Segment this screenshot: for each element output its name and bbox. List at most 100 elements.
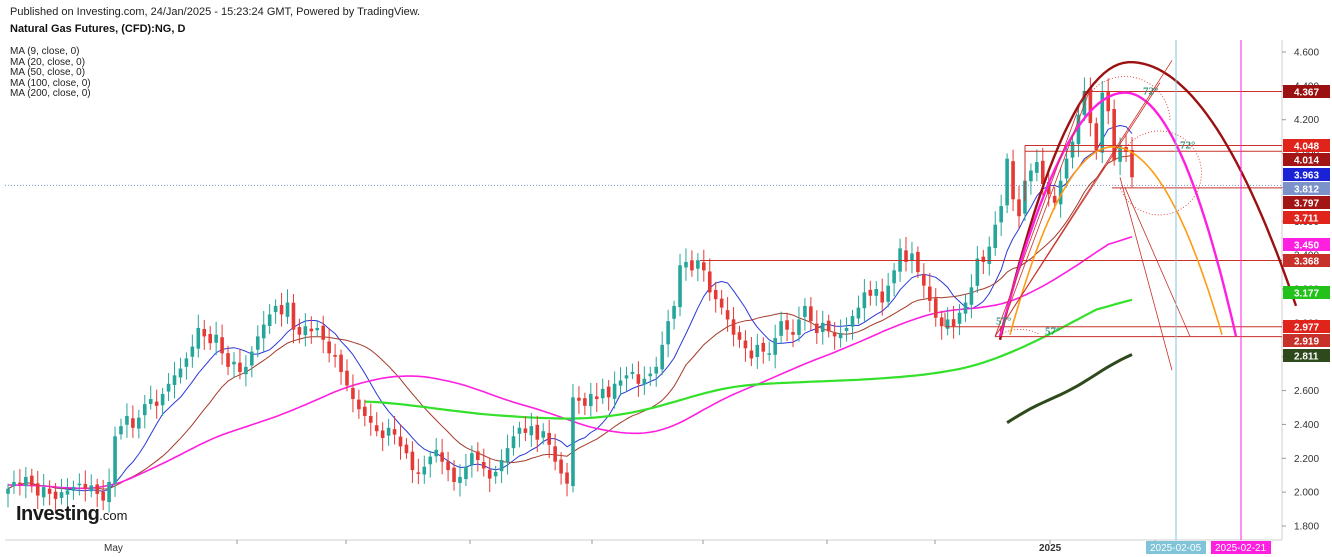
candle-body xyxy=(933,298,938,318)
x-label-may: May xyxy=(104,543,123,554)
candle xyxy=(815,310,819,345)
candle xyxy=(446,451,450,482)
candle xyxy=(267,304,272,334)
y-tick-label: 1.800 xyxy=(1294,522,1319,533)
candle-body xyxy=(957,312,962,324)
candle xyxy=(95,478,100,508)
price-tag: 3.812 xyxy=(1283,182,1330,196)
y-tick-label: 4.600 xyxy=(1294,48,1319,59)
candle-body xyxy=(529,426,534,436)
candle xyxy=(862,279,867,322)
candle xyxy=(945,307,950,336)
candle-body xyxy=(589,393,593,407)
candle xyxy=(707,258,712,301)
candle-body xyxy=(35,483,40,496)
candle-body xyxy=(65,490,70,495)
candle-body xyxy=(553,446,557,462)
candle xyxy=(951,305,956,339)
candle-body xyxy=(993,224,998,248)
candle xyxy=(535,415,540,452)
candle xyxy=(137,409,141,439)
candle xyxy=(523,416,528,442)
candle xyxy=(166,373,171,401)
indicator-ma50[interactable]: MA (50, close, 0) xyxy=(10,67,86,78)
candle xyxy=(220,324,224,365)
candle-body xyxy=(83,483,88,489)
candle-body xyxy=(856,307,861,319)
candle-body xyxy=(1118,145,1122,162)
candle xyxy=(196,314,201,358)
candle xyxy=(820,310,825,345)
candle xyxy=(131,405,135,438)
candle-body xyxy=(1064,158,1069,179)
y-tick-label: 2.200 xyxy=(1294,454,1319,465)
candle-body xyxy=(898,248,902,272)
candle-body xyxy=(702,262,706,271)
candle xyxy=(743,330,748,362)
candle-body xyxy=(1011,161,1015,200)
candle xyxy=(107,468,111,513)
candle-body xyxy=(779,321,783,336)
candle-body xyxy=(458,476,462,483)
candle-body xyxy=(886,285,890,302)
candle xyxy=(1130,137,1134,188)
price-tag-bg xyxy=(1283,254,1330,267)
candle-body xyxy=(642,378,647,385)
indicator-ma200[interactable]: MA (200, close, 0) xyxy=(10,88,91,99)
price-tag-label: 3.177 xyxy=(1294,289,1319,300)
drawings: 72° 72° 57° 57° xyxy=(700,40,1298,540)
angle-label: 72° xyxy=(1143,85,1158,97)
price-tag-bg xyxy=(1283,196,1330,209)
candle-body xyxy=(29,475,34,486)
candle-body xyxy=(547,432,551,445)
candle xyxy=(476,442,480,472)
candle xyxy=(630,363,635,380)
candle xyxy=(470,445,474,478)
candle-body xyxy=(374,425,379,432)
candle xyxy=(368,403,373,436)
candle-body xyxy=(749,350,754,359)
candle xyxy=(214,321,218,356)
candle-body xyxy=(523,428,528,433)
candle xyxy=(1035,149,1039,182)
indicator-ma9[interactable]: MA (9, close, 0) xyxy=(10,46,80,57)
price-tag-bg xyxy=(1283,334,1330,347)
price-tag: 3.711 xyxy=(1283,211,1330,225)
indicator-ma20[interactable]: MA (20, close, 0) xyxy=(10,56,86,68)
candle-body xyxy=(1035,162,1039,173)
candle xyxy=(987,236,992,276)
x-label-2025: 2025 xyxy=(1039,543,1062,554)
candle xyxy=(731,307,736,347)
price-tag-label: 3.711 xyxy=(1294,214,1319,225)
candle xyxy=(440,438,444,475)
candle-body xyxy=(606,386,611,398)
candle xyxy=(636,361,641,397)
candle xyxy=(18,469,22,496)
indicator-ma100[interactable]: MA (100, close, 0) xyxy=(10,77,91,89)
candle-body xyxy=(904,250,908,262)
candle-body xyxy=(196,327,201,349)
candle xyxy=(208,326,213,350)
candle xyxy=(737,325,742,348)
candle-body xyxy=(969,287,974,305)
candle xyxy=(386,419,391,446)
candle-body xyxy=(951,319,956,327)
candle-body xyxy=(690,260,694,271)
candle xyxy=(797,306,801,342)
candle xyxy=(458,464,462,497)
candle-body xyxy=(41,487,46,498)
candle-body xyxy=(1029,170,1033,182)
candle-body xyxy=(1130,149,1134,178)
candle xyxy=(202,319,207,350)
candle xyxy=(273,299,278,324)
candle-body xyxy=(315,327,320,331)
candle-body xyxy=(202,329,207,337)
candle xyxy=(499,449,504,484)
candle-body xyxy=(624,375,629,379)
candle-body xyxy=(565,472,569,484)
candle xyxy=(660,331,664,376)
candle xyxy=(452,460,456,491)
candle xyxy=(826,314,831,338)
candle xyxy=(773,324,777,369)
